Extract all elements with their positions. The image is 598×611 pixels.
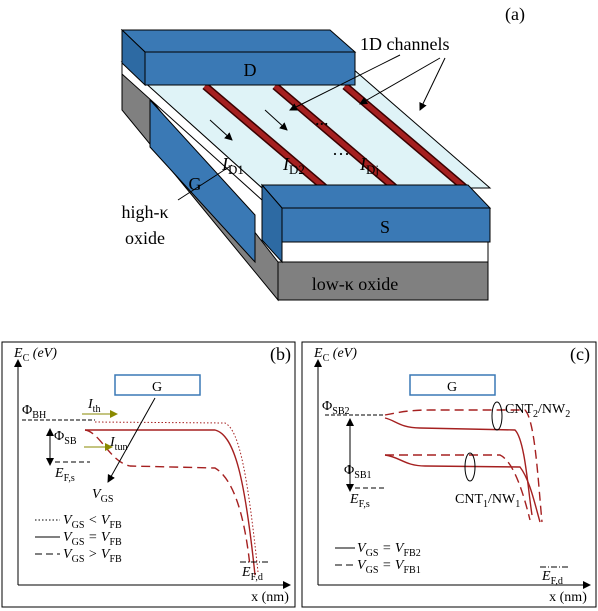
text-part: F,d [251, 572, 263, 583]
text-part: SB1 [354, 470, 371, 481]
band-diagram-b [2, 342, 295, 607]
text-part: th [93, 404, 101, 415]
text-part: E [349, 492, 359, 507]
drain-label: D [244, 60, 257, 80]
label: 1D channels [360, 34, 449, 54]
label: ΦSB1 [344, 463, 372, 481]
legend-entry: VGS > VFB [63, 547, 122, 565]
y-axis-label: EC (eV) [13, 346, 57, 364]
label: Itun [109, 435, 128, 453]
label: ... [315, 109, 329, 129]
text-part: FB1 [403, 565, 420, 576]
text-part: D1 [228, 162, 244, 177]
text-part: FB [109, 554, 122, 565]
label: oxide [125, 228, 165, 248]
text-part: SB2 [332, 406, 349, 417]
text-part: GS [366, 548, 379, 559]
label: EF,d [541, 569, 563, 587]
label: ΦSB [54, 429, 77, 447]
text-part: FB2 [403, 548, 420, 559]
text-part: = V [378, 541, 404, 556]
label: ΦBH [22, 403, 46, 421]
text-part: Φ [322, 399, 332, 414]
text-part: D2 [289, 162, 305, 177]
legend-entry: VGS = VFB [63, 530, 122, 548]
text-part: CNT [455, 492, 483, 507]
text-part: (eV) [29, 346, 57, 361]
x-axis-label: x (nm) [251, 590, 289, 605]
label: G [447, 380, 457, 395]
label: CNT2/NW2 [505, 402, 570, 420]
text-part: GS [72, 554, 85, 565]
label: VGS [92, 487, 113, 505]
text-part: /NW [538, 402, 566, 417]
figure: (a) 1D channels D S Ghigh-κ oxide low-κ oxide I… [0, 0, 598, 611]
text-part: F,d [551, 576, 563, 587]
label: low-κ oxide [312, 274, 399, 294]
source-label: S [380, 217, 390, 237]
label: G [152, 380, 162, 395]
label: EF,s [54, 466, 75, 484]
text-part: /NW [488, 492, 516, 507]
text-part: > V [84, 547, 110, 562]
text-part: 2 [565, 409, 570, 420]
text-part: 1 [515, 499, 520, 510]
text-part: (eV) [329, 346, 357, 361]
text-part: = V [378, 558, 404, 573]
text-part: FB [109, 537, 122, 548]
label: ··· [332, 144, 350, 164]
text-part: E [541, 569, 551, 584]
text-part: SB [64, 436, 77, 447]
text-part: E [241, 565, 251, 580]
label: ΦSB2 [322, 399, 350, 417]
text-part: F,s [64, 473, 75, 484]
text-part: GS [366, 565, 379, 576]
label: CNT1/NW1 [455, 492, 520, 510]
text-part: E [54, 466, 64, 481]
text-part: Φ [22, 403, 32, 418]
text-part: Dj [366, 162, 379, 177]
text-part: = V [84, 530, 110, 545]
text-part: E [313, 346, 323, 361]
text-part: tun [115, 442, 128, 453]
label: Ith [87, 397, 101, 415]
text-part: Φ [344, 463, 354, 478]
x-axis-label: x (nm) [549, 590, 587, 605]
label: high-κ [121, 202, 168, 222]
panel-label: (a) [505, 4, 525, 25]
legend-entry: VGS = VFB2 [357, 541, 421, 559]
text-part: BH [32, 410, 46, 421]
panel-label: (c) [570, 344, 590, 365]
text-part: FB [109, 520, 122, 531]
label: EF,d [241, 565, 263, 583]
text-part: < V [84, 513, 110, 528]
text-part: GS [72, 537, 85, 548]
panel-label: (b) [270, 344, 291, 365]
text-part: GS [72, 520, 85, 531]
y-axis-label: EC (eV) [313, 346, 357, 364]
text-part: CNT [505, 402, 533, 417]
legend-entry: VGS < VFB [63, 513, 122, 531]
label: EF,s [349, 492, 370, 510]
text-part: F,s [359, 499, 370, 510]
legend-entry: VGS = VFB1 [357, 558, 421, 576]
gate-label: G [189, 174, 202, 194]
text-part: GS [101, 494, 114, 505]
text-part: E [13, 346, 23, 361]
text-part: Φ [54, 429, 64, 444]
device-schematic [122, 30, 490, 300]
